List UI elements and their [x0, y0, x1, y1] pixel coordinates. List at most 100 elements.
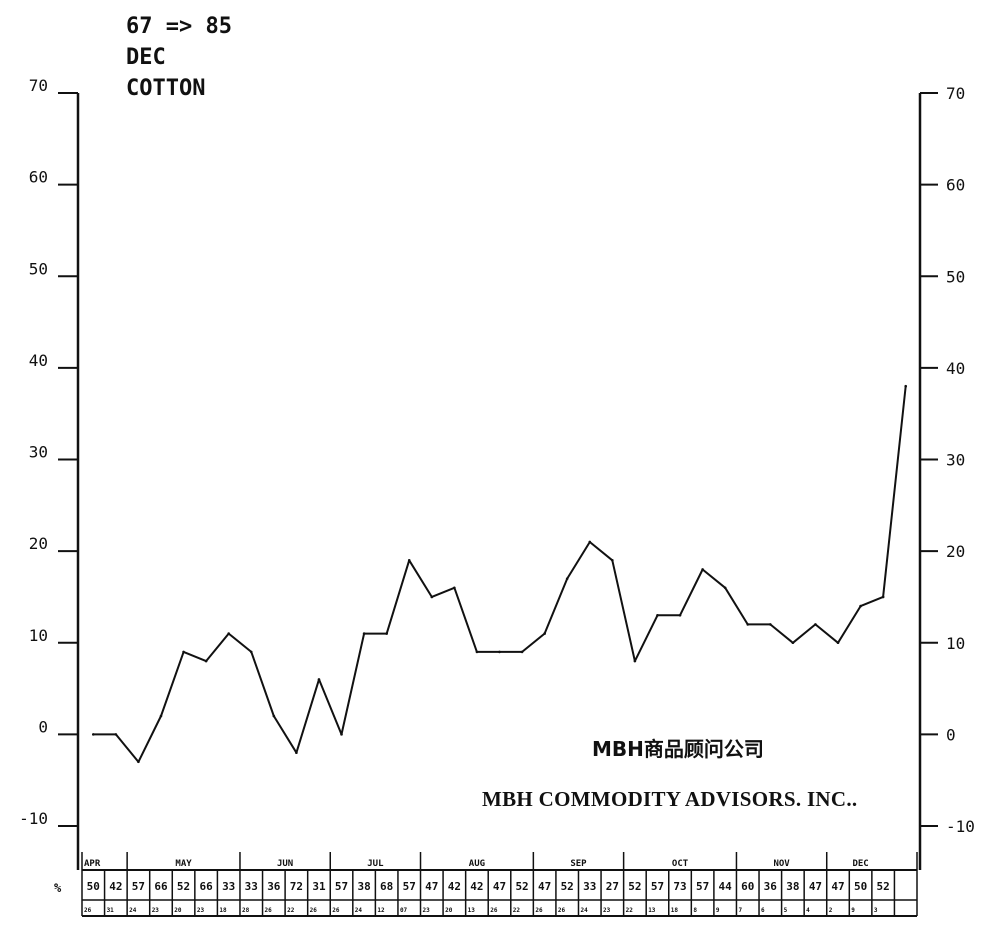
- data-point: [814, 623, 817, 626]
- week-day: 24: [129, 907, 137, 914]
- week-day: 26: [84, 907, 92, 914]
- week-day: 26: [535, 907, 543, 914]
- week-day: 3: [874, 907, 878, 914]
- week-percent: 47: [831, 880, 844, 893]
- week-percent: 60: [741, 880, 754, 893]
- week-percent: 36: [764, 880, 778, 893]
- data-point: [182, 650, 185, 654]
- week-percent: 38: [357, 880, 370, 893]
- percent-row-label: %: [54, 881, 62, 895]
- week-percent: 66: [154, 880, 168, 893]
- chart-header-line-2: DEC: [126, 45, 166, 70]
- week-percent: 52: [561, 880, 574, 893]
- month-label: AUG: [469, 859, 485, 869]
- y-tick-label-right: 50: [946, 267, 965, 286]
- data-point: [769, 623, 772, 626]
- series-points: [91, 384, 908, 764]
- data-point: [565, 577, 569, 580]
- week-day: 9: [716, 907, 720, 914]
- y-tick-label-left: 40: [29, 351, 48, 370]
- data-point: [791, 641, 795, 645]
- week-day: 26: [490, 907, 498, 914]
- week-day: 18: [219, 907, 227, 914]
- y-tick-label-left: -10: [19, 809, 48, 828]
- week-percent: 33: [222, 880, 235, 893]
- data-point: [137, 760, 140, 764]
- week-day: 24: [355, 907, 363, 914]
- week-percent: 68: [380, 880, 393, 893]
- month-label: OCT: [672, 859, 689, 869]
- week-day: 28: [242, 907, 250, 914]
- data-point: [859, 604, 862, 608]
- y-tick-label-left: 10: [29, 626, 48, 645]
- data-point: [362, 632, 366, 635]
- week-day: 13: [468, 907, 476, 914]
- week-day: 22: [513, 907, 521, 914]
- week-day: 23: [152, 907, 160, 914]
- week-percent: 57: [132, 880, 145, 893]
- week-percent: 52: [877, 880, 890, 893]
- week-percent: 44: [719, 880, 733, 893]
- data-point: [701, 568, 704, 571]
- week-percent: 50: [854, 880, 867, 893]
- week-percent: 47: [425, 880, 438, 893]
- week-day: 5: [784, 907, 788, 914]
- week-percent: 57: [403, 880, 416, 893]
- week-percent: 33: [583, 880, 596, 893]
- data-point: [204, 659, 208, 663]
- y-tick-label-right: 10: [946, 634, 965, 653]
- data-point: [317, 678, 321, 681]
- month-label: JUN: [277, 859, 293, 869]
- data-point: [678, 613, 682, 617]
- week-percent: 50: [87, 880, 100, 893]
- data-point: [611, 558, 614, 562]
- week-percent: 73: [673, 880, 686, 893]
- month-label: DEC: [852, 859, 868, 869]
- week-day: 20: [445, 907, 453, 914]
- watermark-chinese: MBH商品顾问公司: [592, 737, 764, 761]
- data-point: [430, 595, 434, 599]
- week-percent: 57: [696, 880, 709, 893]
- data-point: [91, 733, 95, 736]
- week-day: 20: [174, 907, 182, 914]
- data-point: [881, 595, 885, 599]
- week-percent: 33: [245, 880, 258, 893]
- week-percent: 42: [448, 880, 461, 893]
- month-label: MAY: [175, 859, 192, 869]
- y-tick-label-right: 20: [946, 542, 965, 561]
- week-percent: 27: [606, 880, 619, 893]
- week-day: 4: [806, 907, 810, 914]
- y-tick-label-right: 60: [946, 176, 965, 195]
- y-tick-label-right: 0: [946, 725, 956, 744]
- data-point: [520, 650, 524, 654]
- week-day: 9: [851, 907, 855, 914]
- data-point: [385, 632, 388, 635]
- week-percent: 52: [515, 880, 528, 893]
- data-point: [249, 650, 253, 654]
- week-percent: 36: [267, 880, 281, 893]
- week-percent: 72: [290, 880, 303, 893]
- week-percent: 42: [470, 880, 483, 893]
- chart-header-line-1: 67 => 85: [126, 14, 232, 39]
- week-percent: 31: [312, 880, 326, 893]
- week-day: 07: [400, 907, 408, 914]
- y-tick-label-right: 70: [946, 84, 965, 103]
- data-point: [746, 623, 750, 626]
- week-day: 24: [580, 907, 588, 914]
- week-day: 26: [558, 907, 566, 914]
- month-label: JUL: [367, 859, 384, 869]
- data-point: [159, 714, 163, 718]
- data-point: [295, 751, 298, 754]
- y-tick-label-left: 30: [29, 443, 48, 462]
- y-ticks-right: 70 60 50 40 30 20 10 0 -10: [920, 84, 975, 836]
- y-tick-label-right: 30: [946, 451, 965, 470]
- week-percent: 57: [651, 880, 664, 893]
- y-tick-label-left: 50: [29, 259, 48, 278]
- data-point: [498, 650, 501, 654]
- y-tick-label-right: 40: [946, 359, 965, 378]
- y-tick-label-left: 70: [29, 76, 48, 95]
- week-percent: 47: [809, 880, 822, 893]
- data-point: [114, 733, 118, 736]
